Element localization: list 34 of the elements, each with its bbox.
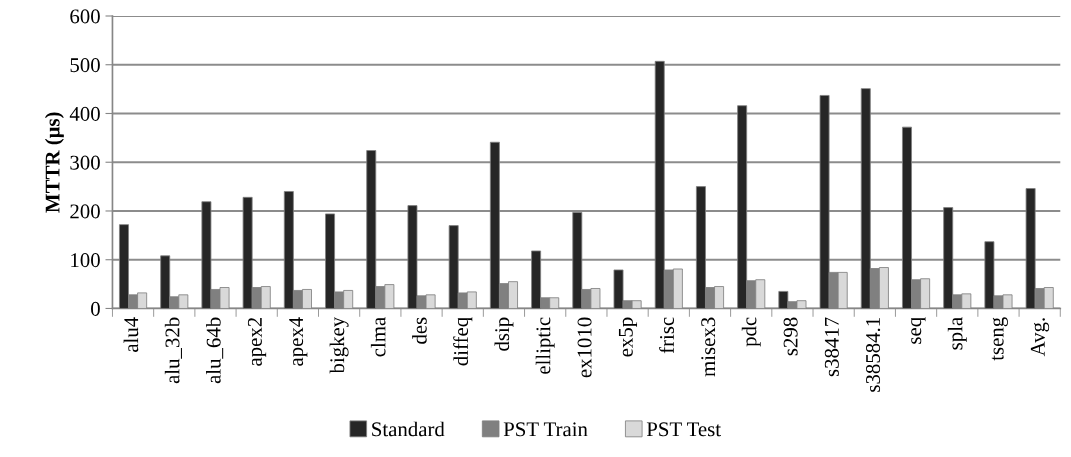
x-tick-label: alu_64b	[206, 317, 224, 384]
x-tick-label: spla	[947, 317, 967, 350]
y-tick-label: 400	[69, 106, 100, 121]
x-tick-label: alu_32b	[164, 317, 182, 384]
x-tick-label: des	[412, 317, 427, 344]
y-tick-label: 500	[70, 58, 100, 73]
y-tick-label: 100	[71, 253, 100, 268]
x-tick-label: pdc	[741, 317, 761, 347]
x-tick-label: s38584.1	[866, 318, 881, 392]
x-tick-label: frisc	[659, 317, 675, 354]
x-tick-label: clma	[370, 317, 386, 357]
x-tick-label: dsip	[494, 317, 514, 351]
x-tick-label: ex1010	[577, 317, 592, 378]
x-tick-label: ex5p	[618, 317, 638, 357]
x-tick-label: diffeq	[453, 317, 473, 366]
y-axis-title: MTTR (μs)	[44, 112, 64, 213]
x-tick-label: apex4	[289, 317, 308, 366]
x-tick-label: seq	[911, 317, 926, 344]
x-tick-label: Avg.	[1030, 318, 1050, 357]
x-tick-label: tseng	[991, 317, 1008, 361]
x-tick-label: s298	[783, 317, 798, 356]
y-tick-label: 300	[70, 155, 100, 170]
x-tick-label: bigkey	[329, 316, 349, 374]
legend-label: PST Test	[646, 422, 721, 437]
x-tick-label: s38417	[824, 317, 839, 377]
legend-label: Standard	[372, 421, 445, 437]
x-tick-label: misex3	[701, 317, 716, 377]
legend-label: PST Train	[503, 422, 588, 437]
y-tick-label: 0	[91, 301, 100, 316]
x-tick-label: elliptic	[535, 317, 555, 374]
x-tick-label: alu4	[123, 317, 139, 352]
y-tick-label: 600	[70, 9, 100, 24]
x-tick-label: apex2	[247, 317, 267, 366]
y-tick-label: 200	[70, 204, 100, 219]
